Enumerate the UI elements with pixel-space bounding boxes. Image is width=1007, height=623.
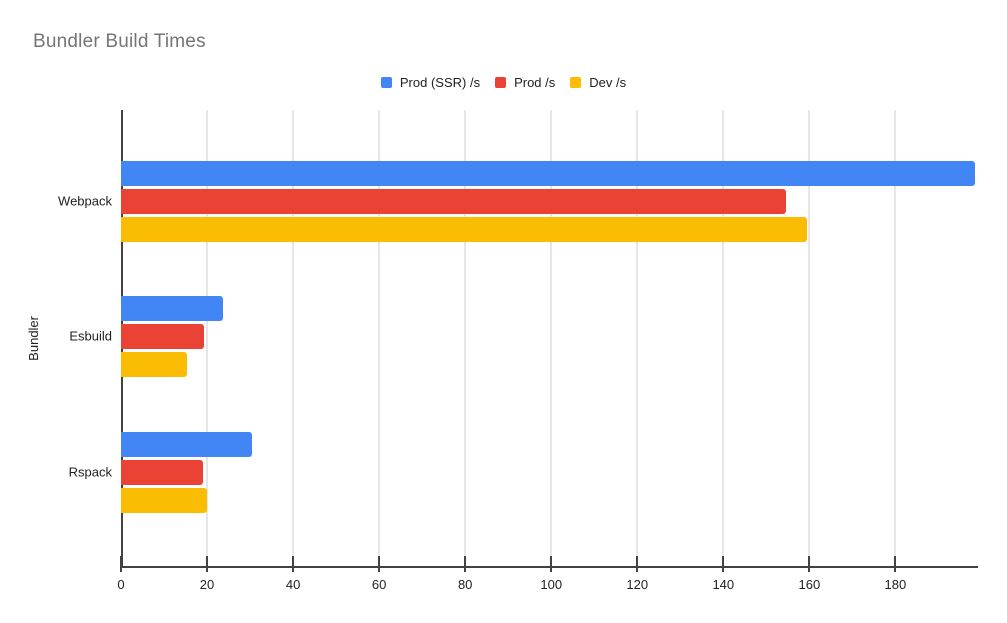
legend: Prod (SSR) /s Prod /s Dev /s (0, 75, 1007, 90)
x-tick-label: 40 (285, 577, 301, 592)
y-axis-title: Bundler (25, 316, 41, 361)
category-label-esbuild: Esbuild (69, 328, 112, 344)
bar-group-webpack (121, 161, 978, 245)
bar-esbuild-prod-s (121, 324, 205, 349)
legend-label: Prod /s (514, 75, 556, 90)
gridline-140 (722, 110, 724, 566)
x-axis-tick-40 (292, 556, 295, 572)
bar-webpack-prod-s (121, 189, 786, 214)
legend-label: Prod (SSR) /s (399, 75, 481, 90)
legend-swatch-prod-ssr-s (380, 77, 392, 88)
gridline-20 (206, 110, 208, 566)
gridline-180 (894, 110, 896, 566)
plot-area: 0 20 40 60 80 100 120 140 160 180 Webpack Esbuild Rs… (58, 110, 978, 592)
x-tick-label: 60 (371, 577, 387, 592)
bar-webpack-prod-ssr-s (121, 161, 976, 186)
x-tick-label: 80 (457, 577, 473, 592)
x-axis-tick-100 (550, 556, 553, 572)
legend-item-dev-s: Dev /s (570, 75, 626, 90)
legend-label: Dev /s (589, 75, 627, 90)
gridline-160 (808, 110, 810, 566)
bar-group-rspack (121, 432, 978, 516)
legend-item-prod-ssr-s: Prod (SSR) /s (380, 75, 481, 90)
x-axis-tick-120 (636, 556, 639, 572)
x-tick-label: 160 (798, 577, 821, 592)
gridline-120 (636, 110, 638, 566)
bar-esbuild-prod-ssr-s (121, 296, 223, 321)
x-axis-tick-80 (464, 556, 467, 572)
x-axis-tick-140 (722, 556, 725, 572)
legend-swatch-prod-s (495, 77, 507, 88)
gridline-40 (292, 110, 294, 566)
gridline-80 (464, 110, 466, 566)
bar-group-esbuild (121, 296, 978, 380)
bar-rspack-dev-s (121, 488, 208, 513)
x-tick-label: 20 (199, 577, 215, 592)
x-tick-label: 100 (540, 577, 563, 592)
bar-rspack-prod-ssr-s (121, 432, 253, 457)
legend-swatch-dev-s (570, 77, 582, 88)
chart-title: Bundler Build Times (33, 31, 206, 52)
x-axis-line (121, 566, 978, 568)
category-label-rspack: Rspack (68, 464, 112, 480)
x-axis-tick-0 (120, 556, 122, 572)
bar-webpack-dev-s (121, 217, 808, 242)
y-axis-title-wrap: Bundler (24, 110, 42, 567)
x-tick-label: 0 (117, 577, 125, 592)
x-tick-label: 140 (712, 577, 735, 592)
gridline-100 (550, 110, 552, 566)
legend-item-prod-s: Prod /s (495, 75, 555, 90)
x-axis-tick-180 (894, 556, 897, 572)
x-axis-tick-60 (378, 556, 381, 572)
bar-esbuild-dev-s (121, 352, 187, 377)
x-tick-label: 120 (626, 577, 649, 592)
category-label-webpack: Webpack (58, 193, 112, 209)
gridline-60 (378, 110, 380, 566)
x-axis-tick-160 (808, 556, 811, 572)
bar-rspack-prod-s (121, 460, 204, 485)
x-tick-label: 180 (884, 577, 907, 592)
x-axis-tick-20 (206, 556, 209, 572)
